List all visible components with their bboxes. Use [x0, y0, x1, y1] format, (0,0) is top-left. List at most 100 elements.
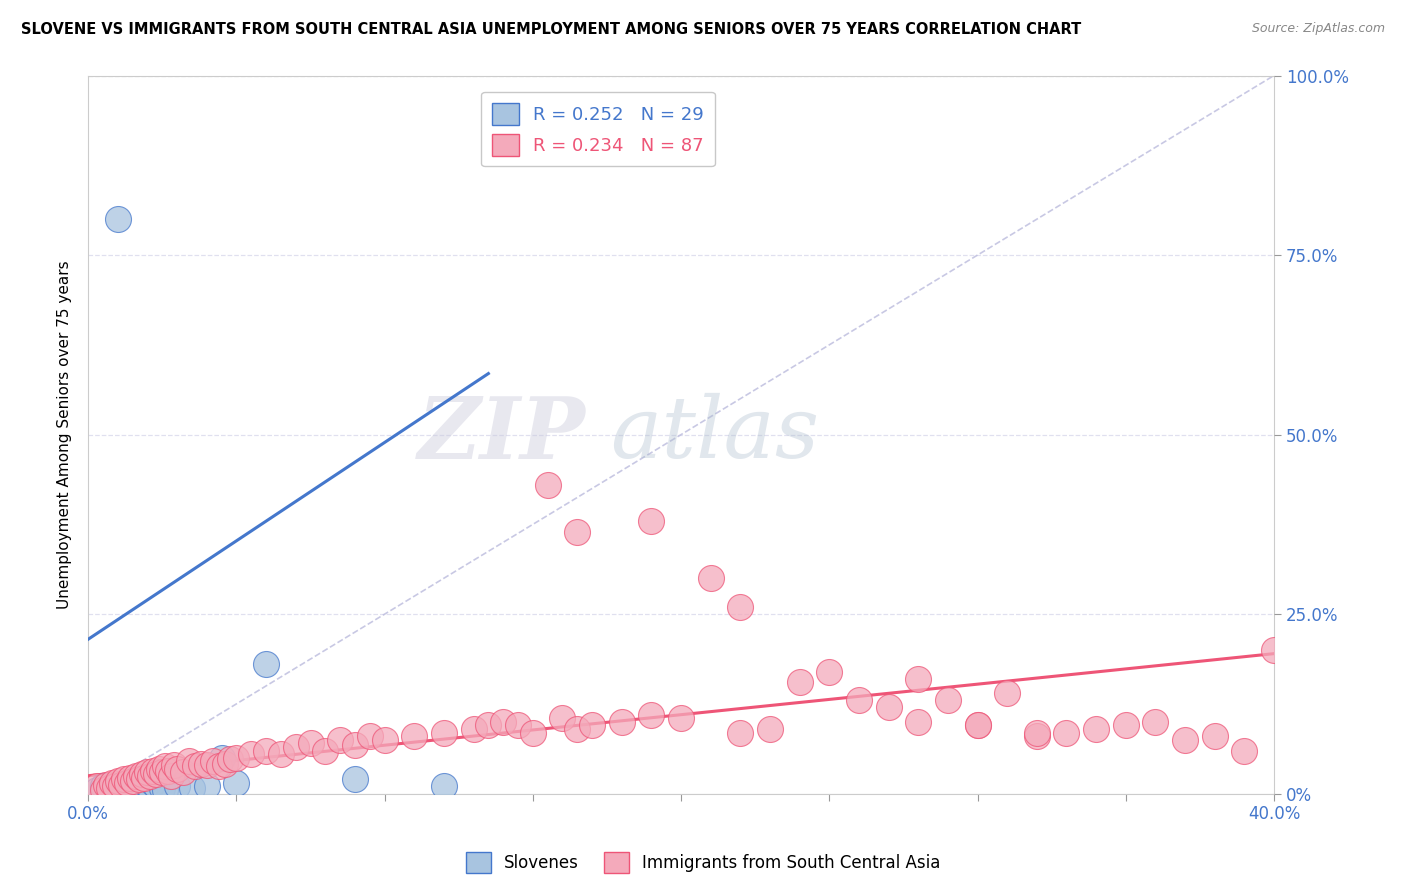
Point	[115, 783, 138, 797]
Point	[134, 771, 156, 785]
Point	[195, 758, 218, 772]
Point	[343, 772, 366, 787]
Point	[142, 764, 165, 778]
Point	[640, 707, 662, 722]
Point	[284, 739, 307, 754]
Point	[640, 514, 662, 528]
Point	[1144, 714, 1167, 729]
Point	[110, 783, 132, 797]
Point	[184, 759, 207, 773]
Point	[522, 725, 544, 739]
Point	[669, 711, 692, 725]
Point	[225, 751, 247, 765]
Point	[254, 657, 277, 672]
Point	[136, 778, 159, 792]
Point	[104, 780, 127, 794]
Point	[1233, 743, 1256, 757]
Point	[936, 693, 959, 707]
Point	[112, 780, 135, 794]
Point	[1115, 718, 1137, 732]
Text: Source: ZipAtlas.com: Source: ZipAtlas.com	[1251, 22, 1385, 36]
Point	[314, 743, 336, 757]
Point	[995, 686, 1018, 700]
Point	[107, 212, 129, 227]
Point	[730, 725, 752, 739]
Point	[195, 780, 218, 794]
Point	[124, 783, 146, 797]
Point	[492, 714, 515, 729]
Point	[1263, 643, 1285, 657]
Legend: R = 0.252   N = 29, R = 0.234   N = 87: R = 0.252 N = 29, R = 0.234 N = 87	[481, 92, 716, 167]
Point	[211, 751, 233, 765]
Point	[97, 783, 120, 797]
Point	[254, 743, 277, 757]
Point	[1174, 732, 1197, 747]
Point	[139, 780, 162, 795]
Point	[157, 764, 180, 778]
Point	[907, 672, 929, 686]
Point	[214, 756, 236, 771]
Point	[91, 783, 114, 797]
Point	[240, 747, 263, 761]
Point	[789, 675, 811, 690]
Point	[581, 718, 603, 732]
Point	[150, 780, 173, 795]
Point	[433, 780, 456, 794]
Point	[97, 780, 120, 795]
Point	[404, 729, 426, 743]
Point	[86, 783, 108, 797]
Point	[139, 769, 162, 783]
Point	[115, 776, 138, 790]
Point	[359, 729, 381, 743]
Point	[207, 759, 229, 773]
Point	[907, 714, 929, 729]
Point	[877, 700, 900, 714]
Point	[145, 780, 167, 794]
Point	[730, 599, 752, 614]
Point	[1204, 729, 1226, 743]
Point	[1085, 722, 1108, 736]
Point	[477, 718, 499, 732]
Point	[131, 780, 153, 795]
Point	[567, 722, 589, 736]
Point	[107, 780, 129, 795]
Point	[463, 722, 485, 736]
Point	[112, 772, 135, 787]
Point	[121, 780, 143, 794]
Point	[121, 773, 143, 788]
Point	[190, 756, 212, 771]
Point	[101, 776, 124, 790]
Point	[150, 765, 173, 780]
Point	[124, 769, 146, 783]
Text: ZIP: ZIP	[419, 392, 586, 476]
Point	[1025, 729, 1047, 743]
Point	[142, 776, 165, 790]
Point	[145, 766, 167, 780]
Point	[299, 736, 322, 750]
Point	[225, 776, 247, 790]
Point	[551, 711, 574, 725]
Text: SLOVENE VS IMMIGRANTS FROM SOUTH CENTRAL ASIA UNEMPLOYMENT AMONG SENIORS OVER 75: SLOVENE VS IMMIGRANTS FROM SOUTH CENTRAL…	[21, 22, 1081, 37]
Point	[131, 766, 153, 780]
Point	[1025, 725, 1047, 739]
Point	[172, 765, 194, 780]
Point	[848, 693, 870, 707]
Point	[86, 780, 108, 794]
Legend: Slovenes, Immigrants from South Central Asia: Slovenes, Immigrants from South Central …	[458, 846, 948, 880]
Point	[134, 783, 156, 797]
Point	[180, 780, 202, 795]
Point	[155, 759, 177, 773]
Point	[343, 738, 366, 752]
Point	[759, 722, 782, 736]
Point	[136, 765, 159, 780]
Point	[118, 771, 141, 785]
Point	[610, 714, 633, 729]
Point	[966, 718, 988, 732]
Point	[94, 778, 117, 792]
Point	[329, 732, 352, 747]
Point	[433, 725, 456, 739]
Point	[163, 758, 186, 772]
Point	[567, 524, 589, 539]
Point	[270, 747, 292, 761]
Y-axis label: Unemployment Among Seniors over 75 years: Unemployment Among Seniors over 75 years	[58, 260, 72, 609]
